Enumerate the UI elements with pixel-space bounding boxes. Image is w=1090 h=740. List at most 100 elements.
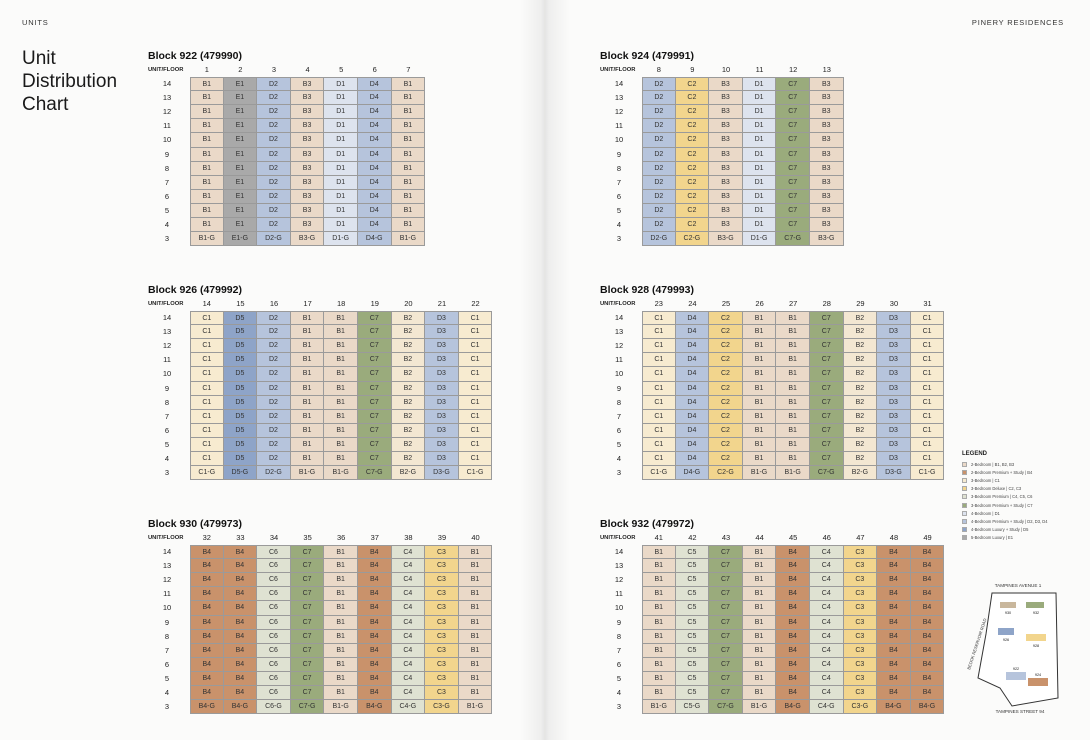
floor-label: 12 [162,575,172,585]
unit-cell: B4 [776,671,810,687]
legend: LEGEND 2-Bedroom | B1, B2, B3 2-Bedroom P… [962,451,1082,542]
unit-cell: C7 [290,615,325,630]
unit-cell: B1-G [642,700,676,715]
unit-cell: B1 [776,381,810,396]
unit-cell: D4 [675,409,710,424]
unit-cell: B1 [391,175,426,190]
unit-cell: B1 [324,573,358,588]
unit-cell: B3 [290,105,325,120]
unit-cell: C4 [391,671,426,687]
floor-label: 13 [614,327,624,337]
unit-cell: B1 [742,409,777,424]
unit-cell: B2 [843,423,878,438]
unit-cell: C1 [910,311,945,326]
unit-cell: C1 [910,409,945,424]
unit-cell: C2 [675,133,710,148]
unit-cell: D2 [642,133,676,148]
unit-floor-label: UNIT/FLOOR [148,535,184,541]
floor-label: 13 [162,327,172,337]
unit-cell: B1 [190,161,224,176]
unit-number: 32 [202,533,211,542]
unit-cell: D5 [223,423,258,438]
unit-number: 33 [236,533,245,542]
unit-cell: B1 [324,671,358,687]
legend-swatch [962,502,967,508]
unit-grid: UNIT/FLOOR 14 15 16 17 18 19 20 21 22 14 C1 D5 D2 B1 B1… [148,297,508,481]
floor-label: 12 [614,575,624,585]
unit-cell: B1 [391,105,426,120]
unit-cell: C1 [458,381,493,396]
unit-cell: B1 [324,437,358,453]
unit-cell: D1 [324,189,358,204]
unit-cell: D5 [223,437,258,453]
legend-label: 4-Bedroom Premium + Study | D2, D3, D4 [971,518,1048,524]
unit-cell: B1 [642,686,676,701]
unit-cell: D5 [223,395,258,410]
unit-cell: C2 [709,353,743,368]
unit-cell: D2 [257,175,291,190]
legend-item: 4-Bedroom Luxury + Study | D5 [962,526,1082,534]
floor-label: 6 [164,425,170,435]
unit-cell: B1 [324,395,358,410]
unit-cell: B1 [642,629,676,644]
unit-cell: C7 [357,395,392,410]
unit-cell: D2-G [642,232,676,247]
floor-label: 4 [616,454,622,464]
unit-cell: B4 [877,587,911,602]
unit-cell: B1 [458,559,493,574]
unit-cell: B1 [324,311,358,326]
unit-cell: C4 [391,615,426,630]
unit-cell: C1-G [190,466,224,481]
unit-cell: B1 [742,325,777,340]
unit-cell: B1 [458,629,493,644]
unit-cell: B4 [190,615,224,630]
unit-number: 1 [204,65,209,74]
unit-grid: UNIT/FLOOR 23 24 25 26 27 28 29 30 31 14 C1 D4 C2 B1 B1… [600,297,960,481]
unit-cell: D1 [742,218,777,233]
unit-cell: B4 [190,573,224,588]
unit-cell: B1 [324,559,358,574]
unit-cell: C3 [843,686,878,701]
unit-cell: D1 [742,133,777,148]
unit-number: 5 [339,65,344,74]
site-boundary [977,592,1059,707]
unit-cell: D1 [742,91,777,106]
unit-cell: B1 [776,311,810,326]
unit-cell: C4 [391,657,426,672]
unit-cell: D3 [877,339,911,354]
unit-cell: D2 [257,395,291,410]
unit-cell: B1 [290,325,325,340]
unit-cell: C2 [709,395,743,410]
unit-cell: C7 [357,423,392,438]
unit-cell: C7 [809,325,844,340]
unit-grid: UNIT/FLOOR 32 33 34 35 36 37 38 39 40 14 B4 B4 C6 C7 B1… [148,531,508,715]
unit-cell: D1 [324,147,358,162]
unit-cell: B1 [324,452,358,467]
unit-cell: D1 [324,161,358,176]
unit-number: 16 [269,299,279,308]
unit-number: 6 [372,65,377,74]
legend-item: 4-Bedroom Premium + Study | D2, D3, D4 [962,517,1082,525]
unit-cell: D3 [425,381,459,396]
unit-number: 47 [856,533,865,542]
block-926: Block 926 (479992) UNIT/FLOOR 14 15 16 17 18 19… [148,283,508,481]
map-label-922: 922 [1013,667,1019,671]
unit-cell: D3-G [425,466,459,481]
unit-cell: C4 [809,559,844,574]
block-922: Block 922 (479990) UNIT/FLOOR 1 2 3 4 5 6 7 14 B1 E… [148,49,508,247]
unit-cell: C7 [290,657,325,672]
unit-cell: B4 [776,657,810,672]
floor-label: 11 [615,589,623,599]
floor-label: 13 [162,93,172,103]
unit-cell: C7 [776,119,810,134]
unit-cell: D3 [425,423,459,438]
unit-cell: B1 [742,615,777,630]
unit-cell: B4 [357,657,392,672]
unit-cell: C7 [776,218,810,233]
unit-cell: B4 [877,559,911,574]
floor-label: 11 [163,121,171,131]
unit-cell: D3-G [877,466,911,481]
unit-cell: C1 [458,395,493,410]
unit-cell: B1 [458,573,493,588]
unit-cell: B1 [776,437,810,453]
